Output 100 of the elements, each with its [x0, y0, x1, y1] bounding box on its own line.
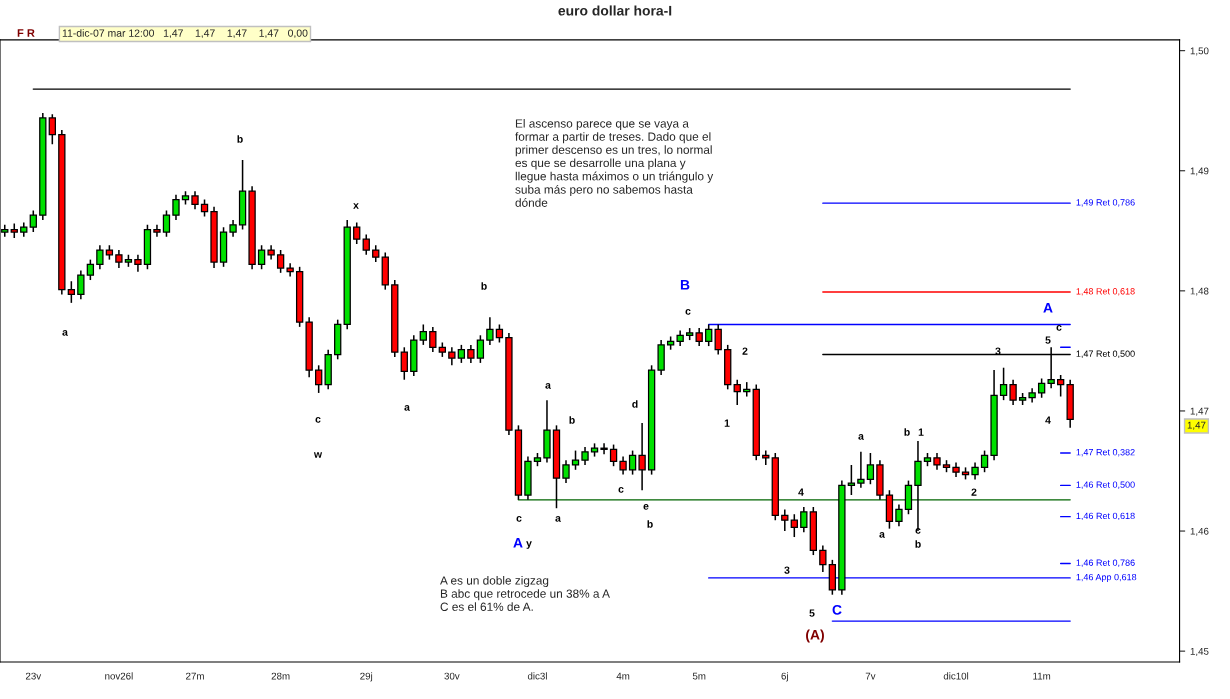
- y-tick-label: 1,46: [1190, 527, 1209, 536]
- annotation: B: [680, 280, 690, 290]
- candlestick: [457, 344, 466, 364]
- x-tick-label: 27m: [186, 672, 204, 680]
- chart-title: euro dollar hora-I: [558, 5, 672, 16]
- candlestick: [800, 506, 808, 534]
- x-tick-label: 7v: [865, 672, 876, 680]
- candlestick: [495, 323, 504, 344]
- y-tick-label: 1,48: [1190, 287, 1209, 296]
- candlestick: [609, 443, 618, 467]
- candlestick: [162, 209, 171, 238]
- candlestick: [847, 464, 856, 496]
- candlestick: [733, 378, 741, 406]
- candlestick: [866, 452, 875, 485]
- annotation: 1: [918, 428, 924, 436]
- annotation: A es un doble zigzag B abc que retrocede un 38% a A C es el 61% de A.: [440, 576, 610, 611]
- candlestick: [819, 544, 827, 573]
- candlestick: [172, 194, 180, 221]
- annotation: c: [315, 417, 321, 423]
- candlestick: [1056, 374, 1065, 398]
- annotation: El ascenso parece que se vaya a formar a partir de treses. Dado que el primer descenso es un tres, lo normal es que se desarrolle una plana y llegue hasta máximos o un triángulo y suba más pero no sabemos hasta dónde: [515, 119, 714, 207]
- annotation: 2: [971, 488, 977, 496]
- y-tick-label: 1,50: [1190, 47, 1209, 56]
- candlestick: [77, 269, 85, 301]
- annotation: c: [915, 528, 921, 534]
- candlestick: [781, 508, 789, 532]
- series-label: 1,46 Ret 0,500: [1076, 481, 1135, 489]
- candlestick: [980, 449, 989, 473]
- annotation: a: [879, 532, 885, 538]
- series-label: 1,49 Ret 0,786: [1076, 199, 1135, 207]
- candlestick: [419, 323, 427, 346]
- series-label: 1,46 App 0,618: [1076, 573, 1137, 583]
- annotation: (A): [806, 629, 824, 643]
- candlestick: [448, 346, 456, 367]
- x-tick-label: dic10l: [943, 672, 969, 680]
- annotation: x: [353, 203, 359, 209]
- candlestick: [790, 513, 798, 538]
- series-label: 1,47 Ret 0,500: [1076, 350, 1135, 358]
- candlestick: [571, 449, 580, 471]
- candlestick: [705, 323, 713, 347]
- annotation: b: [237, 135, 243, 143]
- candlestick: [67, 280, 76, 304]
- annotation: b: [915, 540, 921, 548]
- annotation: C: [832, 604, 842, 615]
- annotation: a: [404, 405, 410, 411]
- candlestick: [1009, 378, 1017, 406]
- annotation: w: [313, 452, 323, 458]
- candlestick: [476, 334, 485, 364]
- text: 11-dic-07 mar 12:00 1,47 1,47 1,47 1,47 0,00: [62, 29, 308, 39]
- annotation: c: [685, 309, 691, 315]
- candlestick: [115, 249, 123, 269]
- annotation: 1: [724, 419, 730, 427]
- x-tick-label: 23v: [25, 672, 42, 680]
- annotation: 3: [784, 566, 790, 574]
- candlestick: [467, 344, 475, 364]
- annotation: c: [1056, 325, 1062, 331]
- candlestick: [895, 503, 903, 528]
- annotation: c: [618, 487, 624, 493]
- annotation: y: [526, 541, 532, 549]
- annotation: A: [513, 538, 523, 548]
- x-tick-label: 6j: [781, 672, 788, 682]
- x-tick-label: dic3l: [527, 672, 547, 680]
- candlestick: [29, 209, 37, 233]
- x-tick-label: 4m: [616, 672, 630, 680]
- candlestick: [857, 451, 865, 489]
- annotation: 5: [1045, 336, 1051, 344]
- candlestick: [619, 455, 627, 476]
- annotation: 5: [809, 609, 815, 617]
- text: F R: [17, 29, 35, 37]
- candlestick: [628, 449, 637, 476]
- annotation: a: [62, 330, 68, 336]
- annotation: d: [632, 400, 638, 408]
- x-tick-label: 30v: [444, 672, 460, 680]
- candlestick: [999, 366, 1008, 401]
- annotation: 4: [798, 488, 804, 496]
- annotation: a: [555, 516, 561, 522]
- annotation: c: [516, 516, 522, 522]
- candlestick: [1037, 377, 1046, 399]
- candlestick: [695, 327, 703, 347]
- annotation: b: [481, 282, 487, 290]
- annotation: b: [904, 428, 910, 436]
- candlestick: [562, 459, 570, 484]
- x-tick-label: 11m: [1033, 672, 1051, 680]
- candlestick: [191, 190, 199, 210]
- series-label: 1,47 Ret 0,382: [1076, 449, 1135, 457]
- candlestick: [600, 442, 608, 455]
- series-label: 1,46 Ret 0,618: [1076, 512, 1135, 521]
- candlestick: [353, 221, 361, 245]
- candlestick: [400, 346, 408, 381]
- annotation: a: [858, 434, 864, 440]
- candlestick: [86, 258, 95, 281]
- candlestick: [276, 249, 285, 274]
- series-label: 1,46 Ret 0,786: [1076, 559, 1135, 567]
- candlestick: [429, 326, 437, 353]
- annotation: a: [545, 383, 551, 389]
- x-tick-label: 29j: [360, 672, 373, 682]
- candlestick: [638, 422, 646, 491]
- annotation: b: [647, 520, 653, 528]
- candlestick: [315, 364, 323, 394]
- y-tick-label: 1,49: [1190, 167, 1209, 176]
